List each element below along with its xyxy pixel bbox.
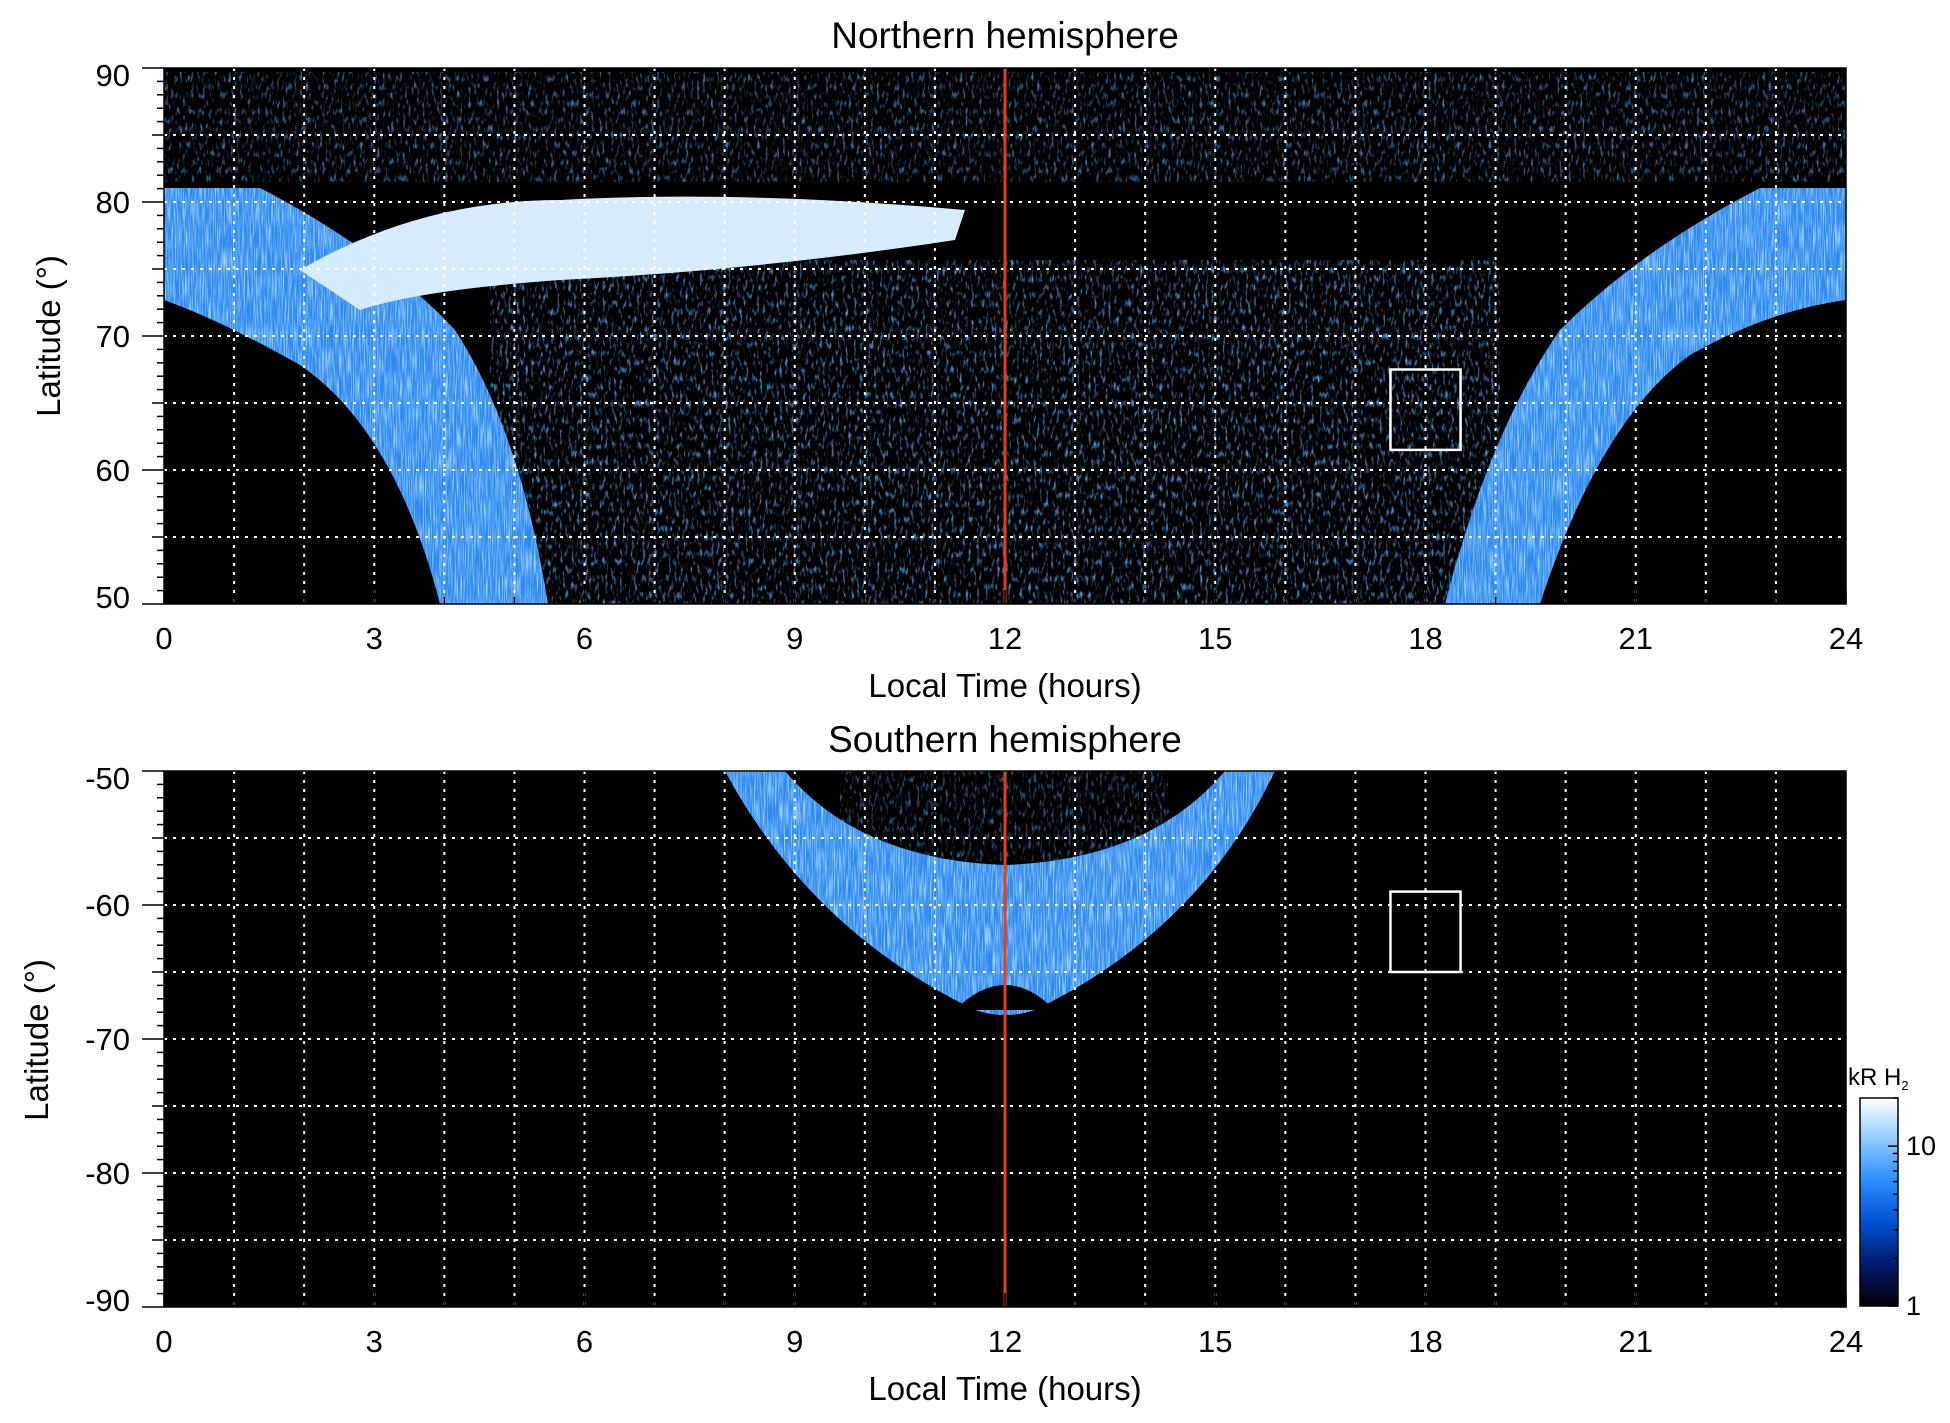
southern-xlabel: Local Time (hours) [868,1370,1141,1407]
northern-grid [164,68,1846,604]
southern-xtick-label: 21 [1619,1324,1653,1359]
northern-xtick-label: 3 [366,621,383,656]
southern-ticks: 0 3 6 9 12 15 18 21 24 -50 -60 -70 -80 -90 [85,761,1863,1359]
southern-xtick-label: 0 [155,1324,172,1359]
colorbar-ticks: 1 10 [1888,1097,1936,1321]
northern-xlabel: Local Time (hours) [868,667,1141,704]
southern-xtick-label: 18 [1408,1324,1442,1359]
southern-ytick-label: -90 [85,1283,130,1318]
southern-xtick-label: 15 [1198,1324,1232,1359]
northern-xtick-label: 12 [988,621,1022,656]
southern-xtick-label: 9 [786,1324,803,1359]
southern-xtick-label: 12 [988,1324,1022,1359]
northern-ytick-label: 80 [96,185,130,220]
southern-grid [164,771,1846,1307]
northern-ytick-label: 50 [96,580,130,615]
northern-ytick-label: 60 [96,453,130,488]
northern-oval-dawn-streaks [164,188,548,604]
northern-title: Northern hemisphere [831,15,1179,56]
northern-xtick-label: 9 [786,621,803,656]
northern-oval-dusk-streaks [1445,188,1846,604]
northern-emission [164,72,1846,604]
northern-bright-arc [300,196,965,310]
northern-xtick-label: 6 [576,621,593,656]
colorbar-tick-label: 10 [1906,1131,1936,1161]
colorbar-label-main: kR H [1848,1064,1901,1091]
southern-ytick-label: -60 [85,888,130,923]
southern-title: Southern hemisphere [828,719,1182,760]
southern-ytick-label: -70 [85,1022,130,1057]
northern-sample-box [1389,368,1462,452]
northern-xtick-label: 0 [155,621,172,656]
southern-xtick-label: 3 [366,1324,383,1359]
southern-ytick-label: -80 [85,1156,130,1191]
northern-xtick-label: 21 [1619,621,1653,656]
colorbar-label: kR H2 [1848,1064,1909,1093]
southern-ylabel: Latitude (°) [18,959,55,1121]
southern-panel: Southern hemisphere 0 3 6 9 12 15 18 21 24 -50 -60… [18,719,1863,1407]
southern-xtick-label: 6 [576,1324,593,1359]
northern-panel: Northern hemisphere 0 3 6 9 12 15 18 21 24 50 60 70… [30,15,1863,704]
northern-xtick-label: 24 [1829,621,1863,656]
northern-ytick-label: 70 [96,319,130,354]
colorbar-gradient [1859,1097,1899,1307]
colorbar: kR H2 1 10 [1848,1064,1936,1321]
northern-xtick-label: 18 [1408,621,1442,656]
southern-xtick-label: 24 [1829,1324,1863,1359]
northern-dark-region-dawn [164,312,400,604]
southern-ytick-label: -50 [85,761,130,796]
colorbar-tick-label: 1 [1906,1291,1921,1321]
northern-dark-region-dusk [1590,312,1846,604]
southern-sample-box [1389,890,1462,974]
colorbar-label-subscript: 2 [1901,1078,1908,1093]
northern-ytick-label: 90 [96,58,130,93]
northern-xtick-label: 15 [1198,621,1232,656]
northern-speckle [490,260,1500,604]
northern-ylabel: Latitude (°) [30,255,67,417]
northern-ticks: 0 3 6 9 12 15 18 21 24 50 60 70 80 90 [96,58,1864,656]
